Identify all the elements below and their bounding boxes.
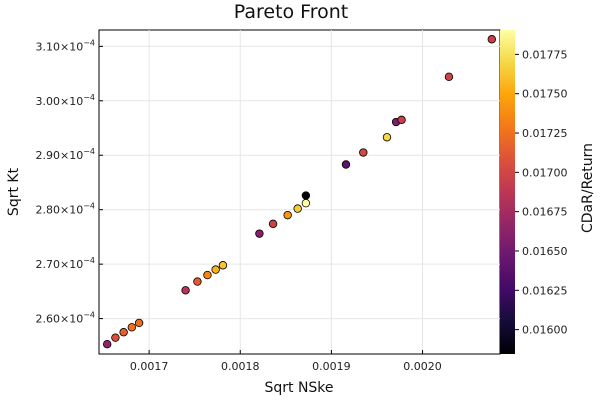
colorbar-tick-label: 0.01775 bbox=[522, 48, 568, 61]
data-point bbox=[111, 333, 120, 342]
data-point bbox=[103, 339, 112, 349]
chart-title: Pareto Front bbox=[234, 1, 349, 23]
colorbar-tick-label: 0.01650 bbox=[522, 245, 568, 258]
data-point bbox=[359, 148, 368, 157]
colorbar-tick-label: 0.01675 bbox=[522, 206, 568, 219]
colorbar: 0.01600 0.01625 0.01650 0.01675 0.01700 0.017… bbox=[500, 30, 596, 354]
y-tick-label: 2.60×10−4 bbox=[35, 311, 95, 326]
data-point bbox=[301, 198, 311, 208]
scatter-points bbox=[103, 35, 496, 349]
colorbar-tick-label: 0.01600 bbox=[522, 324, 568, 337]
data-point bbox=[283, 210, 292, 220]
data-point bbox=[255, 229, 264, 238]
plot-frame bbox=[98, 29, 501, 355]
data-point bbox=[397, 115, 406, 125]
data-point bbox=[444, 72, 454, 82]
data-point bbox=[487, 35, 496, 44]
colorbar-tick-label: 0.01700 bbox=[522, 166, 568, 179]
data-point bbox=[181, 286, 190, 295]
data-point bbox=[203, 270, 212, 280]
colorbar-tick-label: 0.01725 bbox=[522, 127, 568, 140]
x-tick-label: 0.0020 bbox=[403, 360, 442, 373]
data-point bbox=[211, 265, 220, 274]
y-axis-ticks: 2.60×10−4 2.70×10−4 2.80×10−4 2.90×10−4 3.00… bbox=[35, 38, 103, 326]
data-point bbox=[382, 133, 392, 142]
plot-area: 0.0017 0.0018 0.0019 0.0020 2.60×10−4 2.70×1… bbox=[35, 29, 501, 373]
data-point bbox=[293, 204, 302, 213]
y-tick-label: 3.00×10−4 bbox=[35, 93, 95, 108]
gridlines bbox=[99, 30, 500, 354]
y-tick-label: 2.70×10−4 bbox=[35, 256, 95, 271]
data-point bbox=[193, 277, 202, 286]
x-tick-label: 0.0017 bbox=[130, 360, 169, 373]
colorbar-tick-label: 0.01625 bbox=[522, 284, 568, 297]
x-axis-ticks: 0.0017 0.0018 0.0019 0.0020 bbox=[130, 350, 442, 373]
data-point bbox=[127, 323, 137, 332]
y-tick-label: 2.80×10−4 bbox=[35, 202, 95, 217]
colorbar-gradient bbox=[500, 30, 515, 354]
x-tick-label: 0.0019 bbox=[312, 360, 351, 373]
x-axis-label: Sqrt NSke bbox=[264, 380, 333, 396]
y-axis-label: Sqrt Kt bbox=[6, 167, 22, 216]
colorbar-ticks: 0.01600 0.01625 0.01650 0.01675 0.01700 0.017… bbox=[515, 48, 568, 337]
data-point bbox=[218, 261, 228, 270]
data-point bbox=[119, 328, 128, 337]
data-point bbox=[134, 318, 144, 328]
data-point bbox=[301, 191, 311, 200]
data-point bbox=[268, 219, 278, 229]
colorbar-label: CDaR/Return bbox=[580, 143, 596, 233]
data-point bbox=[341, 160, 351, 169]
y-tick-label: 2.90×10−4 bbox=[35, 147, 95, 162]
y-tick-label: 3.10×10−4 bbox=[35, 38, 95, 53]
colorbar-tick-label: 0.01750 bbox=[522, 88, 568, 101]
x-tick-label: 0.0018 bbox=[221, 360, 260, 373]
